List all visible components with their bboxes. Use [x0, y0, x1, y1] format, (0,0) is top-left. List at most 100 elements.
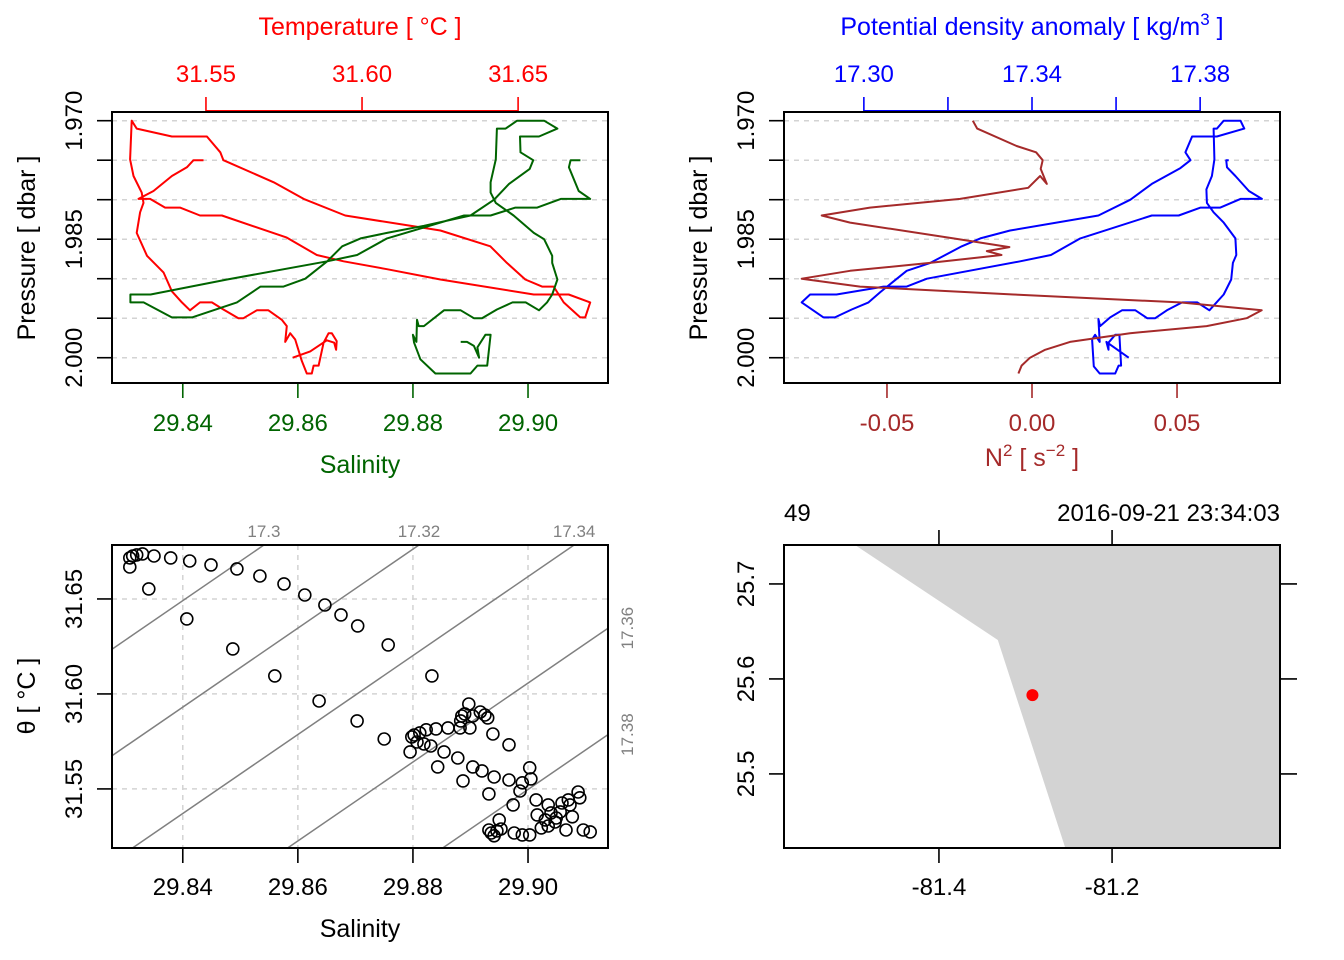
ts-data-point [419, 722, 434, 737]
n2-title-end: ] [1065, 444, 1079, 472]
ts-data-point [204, 558, 218, 572]
ts-data-point [572, 790, 587, 805]
ts-data-point [457, 707, 472, 721]
map-plot-frame [783, 544, 1281, 849]
ts-data-point [576, 823, 591, 837]
ts-data-point [230, 562, 244, 576]
ts-theta-tick-label: 31.60 [61, 664, 88, 724]
pressure-tick-label: 2.000 [733, 328, 760, 388]
station-number-label: 49 [784, 500, 811, 527]
ts-data-point [502, 773, 516, 787]
isopycnal-line [287, 627, 609, 849]
longitude-tick-label: -81.2 [1085, 874, 1140, 901]
density-profile-bottom-tick-label: -0.05 [860, 410, 915, 437]
ts-data-point [350, 714, 364, 728]
ts-data-point [529, 793, 543, 807]
ts-data-point [350, 619, 365, 633]
ts-profile-top-tick-label: 31.65 [488, 61, 548, 88]
ts-data-point [441, 721, 455, 735]
ts-data-point [456, 774, 470, 788]
ts-theta-label: θ [ °C ] [13, 658, 41, 735]
ts-data-point [486, 727, 500, 741]
ts-data-point [522, 760, 537, 775]
ts-data-point [423, 739, 438, 753]
ts-plot-frame [111, 544, 609, 849]
temperature-salinity-profile-panel: 1.970 1.985 2.000 31.55 31.60 31.65 29.84 29.86… [61, 61, 609, 437]
isopycnal-line [111, 544, 420, 757]
ts-salinity-tick-label: 29.88 [383, 874, 443, 901]
ts-data-point [502, 737, 516, 752]
density-title-end: ] [1210, 13, 1224, 41]
ts-data-point [142, 582, 156, 596]
ts-salinity-tick-label: 29.86 [268, 874, 328, 901]
ts-data-point [506, 798, 520, 812]
pressure-tick-label: 1.970 [733, 91, 760, 151]
ts-diagram-panel: 29.84 29.86 29.88 29.90 31.55 31.60 31.65 17.3 1… [61, 522, 637, 901]
isopycnal-line [132, 544, 575, 849]
ts-data-point [565, 809, 580, 824]
ts-data-point [450, 751, 465, 765]
temperature-axis-title: Temperature [ °C ] [258, 13, 461, 41]
ts-data-point [453, 714, 468, 728]
ts-profile-bottom-tick-label: 29.90 [498, 410, 558, 437]
ts-data-point [530, 808, 545, 822]
ts-data-point [318, 598, 332, 612]
ts-profile-top-tick-label: 31.55 [176, 61, 236, 88]
ts-data-point [465, 760, 480, 774]
ts-data-point [407, 728, 421, 742]
pressure-tick-label: 2.000 [61, 328, 88, 388]
density-title-sup: 3 [1200, 10, 1209, 29]
ts-profile-plot-frame [111, 111, 609, 384]
isopycnal-lines [111, 544, 609, 849]
ts-data-point [182, 554, 197, 568]
density-profile-top-tick-label: 17.30 [834, 61, 894, 88]
ts-data-point [524, 772, 538, 786]
ts-data-point [129, 548, 144, 562]
ts-data-point [583, 825, 598, 839]
ts-theta-tick-label: 31.65 [61, 569, 88, 629]
ts-profile-top-tick-label: 31.60 [332, 61, 392, 88]
ts-data-point [548, 815, 562, 829]
ts-salinity-tick-label: 29.84 [153, 874, 213, 901]
pressure-tick-label: 1.985 [733, 209, 760, 269]
ts-data-point [541, 819, 556, 833]
station-marker [1026, 689, 1039, 702]
ts-data-point [410, 735, 424, 749]
ts-data-point [412, 726, 427, 740]
ts-theta-tick-label: 31.55 [61, 759, 88, 819]
ts-data-point [381, 638, 396, 652]
ts-data-point [277, 577, 291, 591]
ts-data-point [437, 745, 451, 759]
ts-data-point [267, 669, 282, 683]
latitude-tick-label: 25.6 [733, 656, 760, 703]
ts-data-point [475, 764, 489, 778]
ts-profile-bottom-tick-label: 29.86 [268, 410, 328, 437]
ts-data-point [123, 551, 137, 565]
ts-data-point [226, 642, 240, 656]
ts-data-point [312, 694, 326, 708]
land-polygon [855, 545, 1280, 848]
temperature-profile-line [129, 119, 592, 375]
station-map-panel: -81.4 -81.2 25.5 25.6 25.7 [733, 530, 1297, 901]
density-profile-line [800, 119, 1263, 375]
n2-title-n: N [985, 444, 1003, 472]
ts-data-point [453, 721, 467, 735]
pressure-tick-label: 1.970 [61, 91, 88, 151]
ts-profile-bottom-tick-label: 29.88 [383, 410, 443, 437]
density-axis-title: Potential density anomaly [ kg/m3 ] [840, 10, 1223, 41]
ts-data-point [559, 823, 573, 837]
ts-data-point [534, 821, 549, 835]
station-time-label: 2016-09-21 23:34:03 [1057, 500, 1280, 527]
ts-data-point [541, 798, 556, 812]
isopycnal-label: 17.38 [618, 713, 637, 756]
density-profile-plot-frame [783, 111, 1281, 384]
isopycnal-label: 17.3 [247, 522, 280, 541]
ts-data-point [522, 828, 537, 842]
n2-profile-line [800, 120, 1263, 374]
ts-data-point [180, 612, 194, 626]
latitude-tick-label: 25.5 [733, 751, 760, 798]
ts-data-point [425, 669, 439, 683]
ts-data-point [334, 608, 348, 622]
ts-data-point [147, 549, 161, 563]
